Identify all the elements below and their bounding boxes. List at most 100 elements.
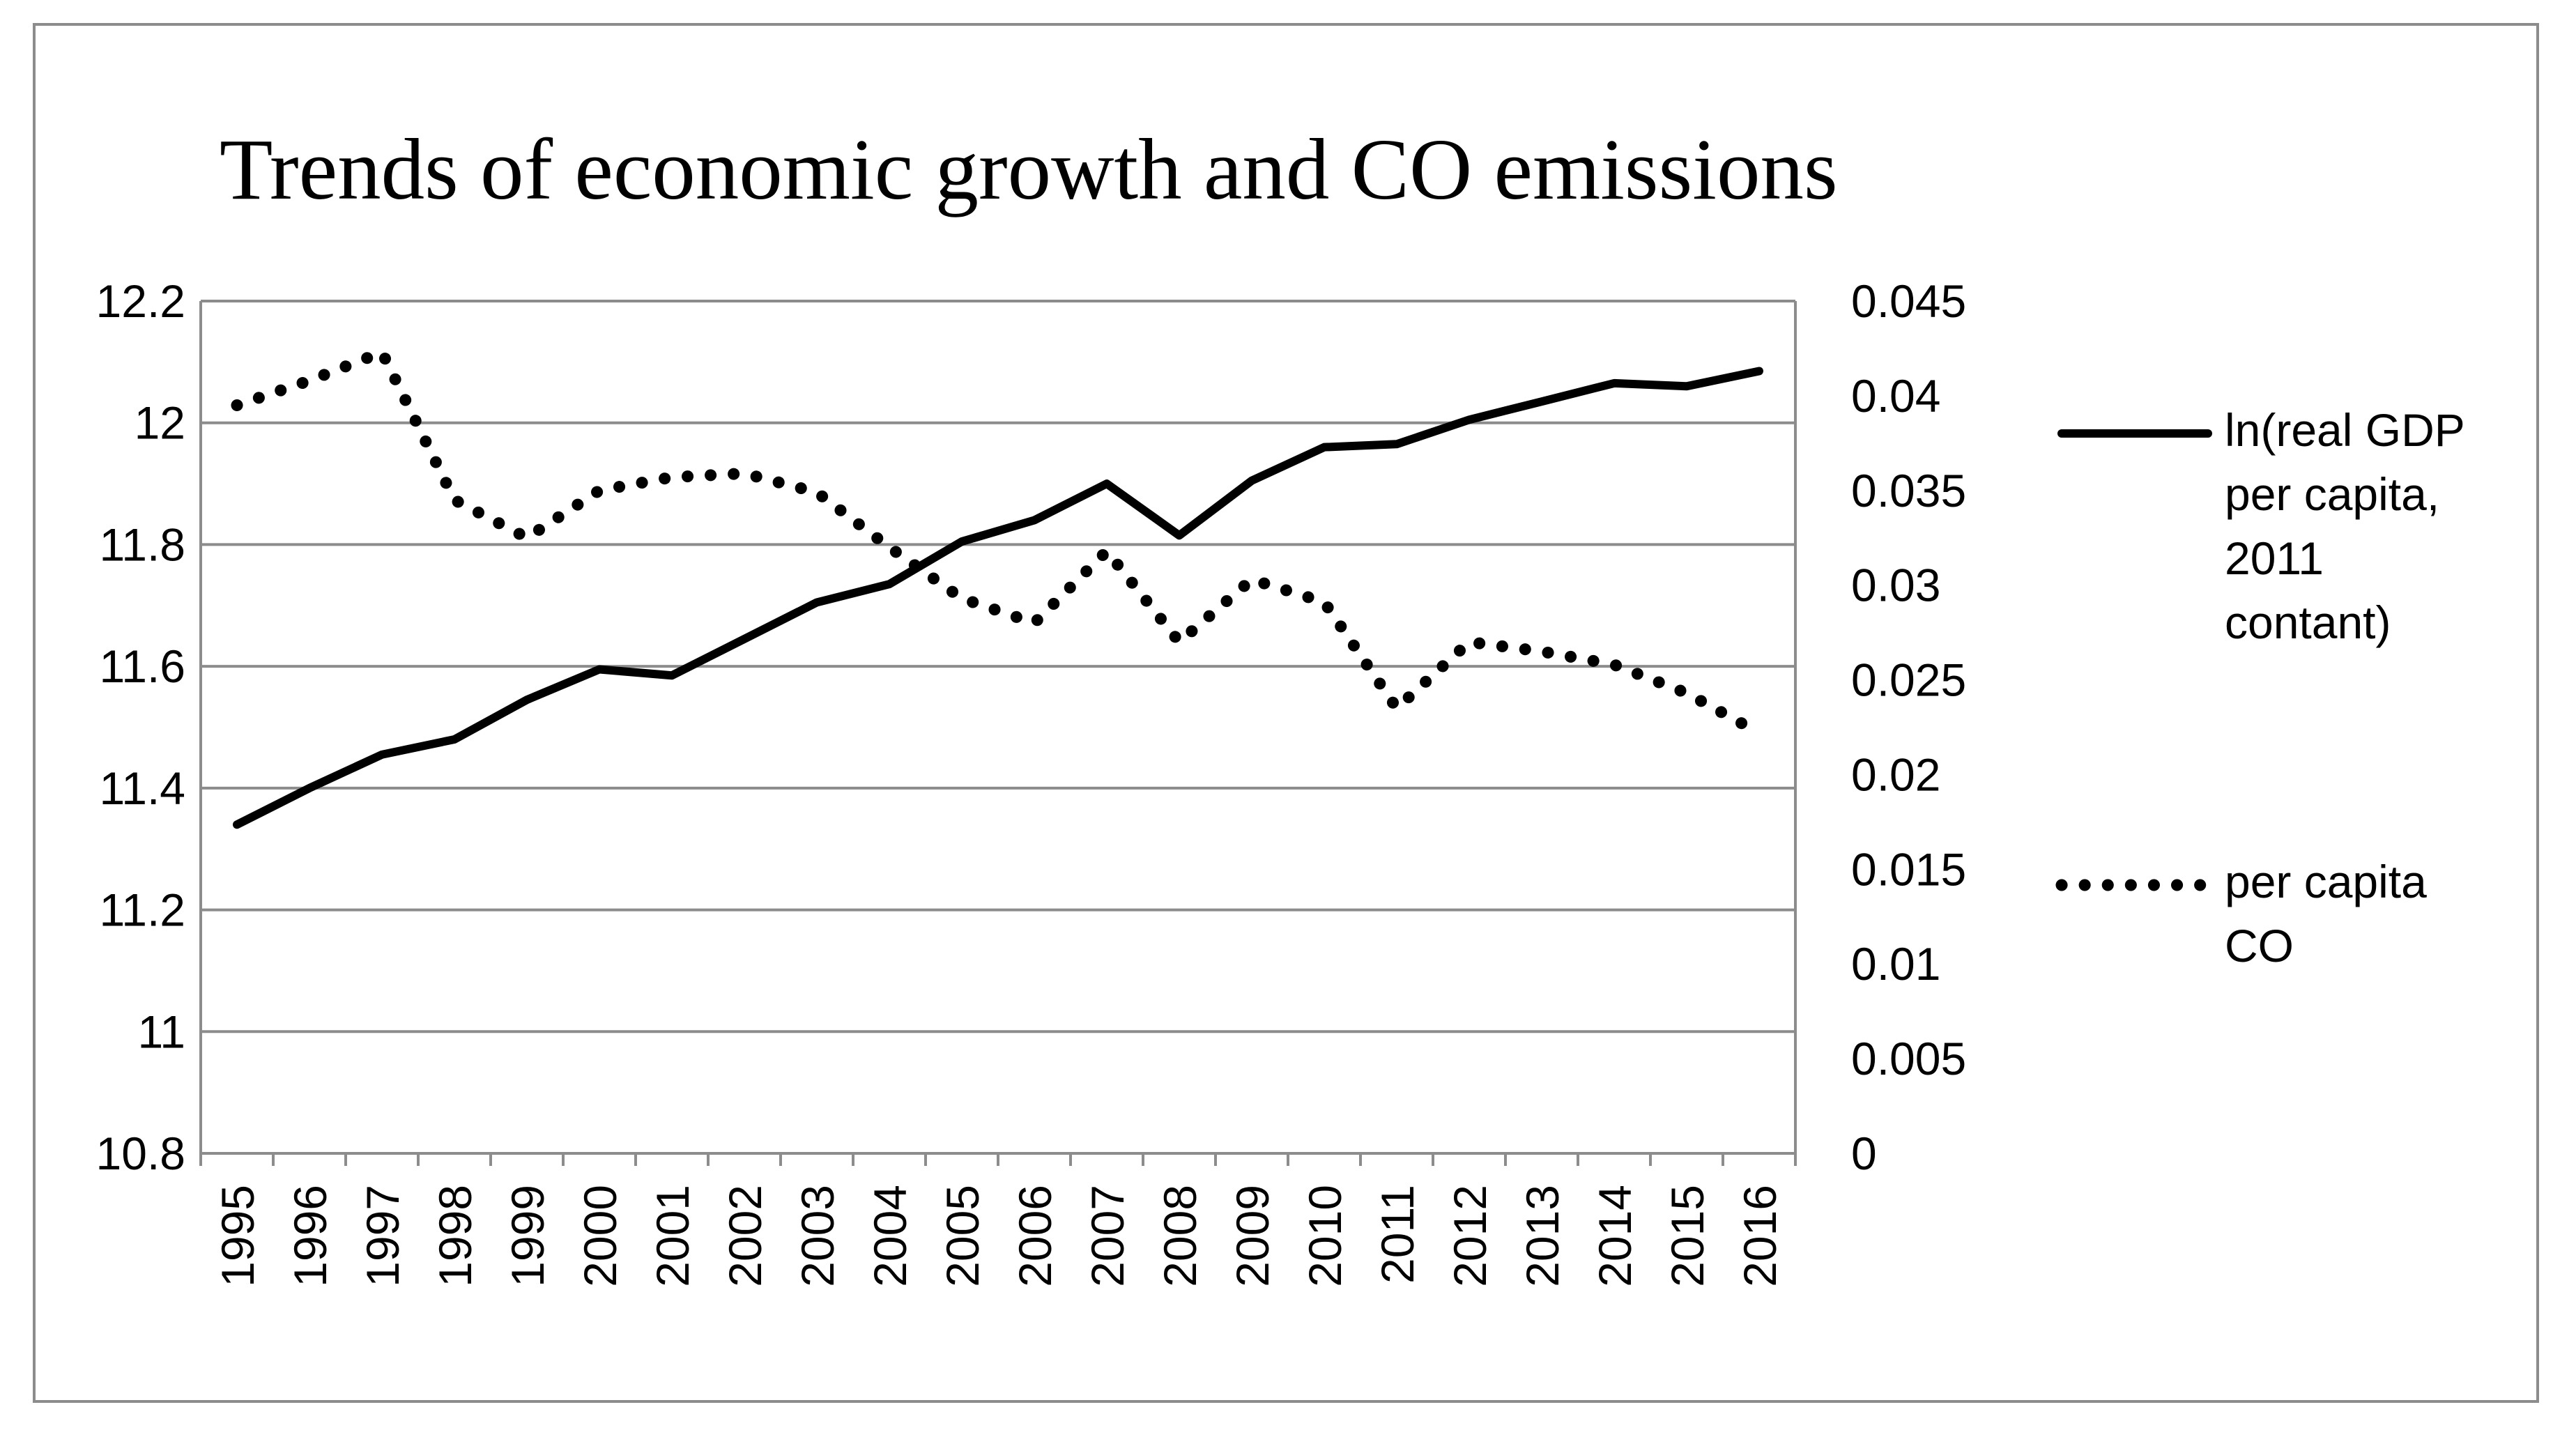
legend-label-1: ln(real GDP — [2225, 404, 2465, 456]
x-tick-label: 1997 — [357, 1185, 408, 1287]
series-1-point — [1468, 418, 1471, 421]
legend-label-1: contant) — [2225, 597, 2391, 648]
left-tick-label: 12 — [135, 397, 185, 449]
x-tick-label: 2002 — [719, 1185, 771, 1287]
series-1-point — [1105, 482, 1108, 485]
series-2-point — [308, 379, 311, 382]
x-tick-label: 2011 — [1372, 1185, 1423, 1284]
right-tick-label: 0.02 — [1851, 748, 1940, 800]
series-2-point — [1178, 640, 1181, 643]
left-tick-label: 10.8 — [96, 1128, 185, 1179]
left-tick-label: 12.2 — [96, 275, 185, 327]
x-tick-label: 2001 — [647, 1185, 698, 1287]
x-tick-label: 2006 — [1009, 1185, 1061, 1287]
series-1-point — [1685, 385, 1688, 387]
legend-label-1: per capita, — [2225, 468, 2439, 520]
series-1-point — [1540, 400, 1543, 403]
x-tick-label: 2010 — [1299, 1185, 1351, 1287]
left-tick-label: 11.6 — [99, 640, 185, 692]
series-2-point — [453, 498, 456, 501]
series-1-point — [453, 738, 456, 741]
series-1-point — [1250, 479, 1253, 482]
x-tick-label: 1995 — [212, 1185, 263, 1287]
series-2-point — [1033, 622, 1036, 624]
series-1-point — [381, 753, 383, 756]
left-tick-label: 11.8 — [99, 518, 185, 570]
x-tick-label: 2009 — [1227, 1185, 1278, 1287]
series-2-point — [960, 597, 963, 600]
right-tick-label: 0.025 — [1851, 654, 1966, 706]
right-tick-label: 0.005 — [1851, 1033, 1966, 1084]
series-2-point — [888, 546, 891, 548]
series-1-point — [1758, 369, 1761, 372]
left-tick-label: 11.4 — [99, 762, 185, 814]
left-tick-label: 11 — [137, 1006, 185, 1057]
series-2-point — [1105, 550, 1108, 553]
legend: ln(real GDP per capita, 2011 contant) per ca… — [2055, 404, 2465, 971]
series-2-point — [1685, 692, 1688, 695]
right-tick-label: 0.015 — [1851, 843, 1966, 895]
right-tick-label: 0.01 — [1851, 938, 1940, 990]
legend-label-2: per capita — [2225, 856, 2427, 907]
series-layer — [231, 346, 1765, 829]
chart-title: Trends of economic growth and CO emissio… — [220, 122, 1838, 218]
gridlines — [201, 300, 1795, 1033]
series-2-point — [1323, 601, 1326, 604]
x-tick-label: 2016 — [1734, 1185, 1786, 1287]
series-1-point — [888, 583, 891, 585]
axes — [199, 301, 1797, 1166]
x-tick-label: 2005 — [937, 1185, 988, 1287]
series-2-point — [1540, 650, 1543, 653]
series-2-point — [236, 404, 238, 406]
x-tick-label: 2004 — [864, 1185, 916, 1287]
series-2-point — [1758, 732, 1761, 735]
right-tick-label: 0.04 — [1851, 370, 1940, 422]
series-line-1 — [233, 367, 1763, 829]
legend-label-1: 2011 — [2225, 532, 2324, 584]
x-tick-label: 2015 — [1662, 1185, 1713, 1287]
series-1-point — [670, 674, 673, 677]
series-1-point — [1613, 382, 1616, 385]
x-tick-label: 2003 — [792, 1185, 843, 1287]
series-1-point — [1395, 443, 1398, 445]
right-tick-label: 0.045 — [1851, 275, 1966, 327]
series-2-point — [1250, 578, 1253, 581]
series-1-point — [598, 668, 601, 671]
x-tick-label: 1996 — [284, 1185, 336, 1287]
right-tick-label: 0.03 — [1851, 560, 1940, 611]
series-1-point — [743, 638, 746, 640]
x-tick-label: 2007 — [1082, 1185, 1133, 1287]
right-tick-label: 0 — [1851, 1128, 1877, 1179]
series-1-point — [815, 601, 818, 604]
right-axis-ticks: 0.045 0.04 0.035 0.03 0.025 0.02 0.015 0.01 0.00… — [1851, 275, 1966, 1179]
x-tick-label: 2000 — [574, 1185, 626, 1287]
series-2-point — [743, 472, 746, 475]
left-tick-label: 11.2 — [99, 884, 185, 936]
right-tick-label: 0.035 — [1851, 465, 1966, 516]
series-1-point — [236, 823, 238, 826]
x-tick-label: 2013 — [1517, 1185, 1568, 1287]
series-2-point — [526, 537, 528, 539]
series-1-point — [1178, 534, 1181, 537]
x-tick-label: 1998 — [429, 1185, 481, 1287]
x-tick-label: 2014 — [1589, 1185, 1641, 1287]
series-2-point — [381, 351, 383, 353]
series-1-point — [1033, 518, 1036, 521]
series-line-2 — [231, 346, 1765, 739]
series-1-point — [960, 540, 963, 543]
x-tick-label: 2012 — [1444, 1185, 1496, 1287]
series-2-point — [598, 489, 601, 492]
chart-frame — [33, 23, 2539, 1403]
series-2-point — [1468, 640, 1471, 643]
series-2-point — [1613, 663, 1616, 666]
series-1-point — [526, 698, 528, 701]
x-tick-label: 1999 — [502, 1185, 553, 1287]
left-axis-ticks: 12.2 12 11.8 11.6 11.4 11.2 11 10.8 — [96, 275, 185, 1179]
series-2-point — [670, 476, 673, 479]
series-2-point — [815, 491, 818, 493]
legend-label-2: CO — [2225, 920, 2294, 971]
series-1-point — [308, 787, 311, 790]
series-1-point — [1323, 446, 1326, 449]
x-tick-label: 2008 — [1154, 1185, 1206, 1287]
